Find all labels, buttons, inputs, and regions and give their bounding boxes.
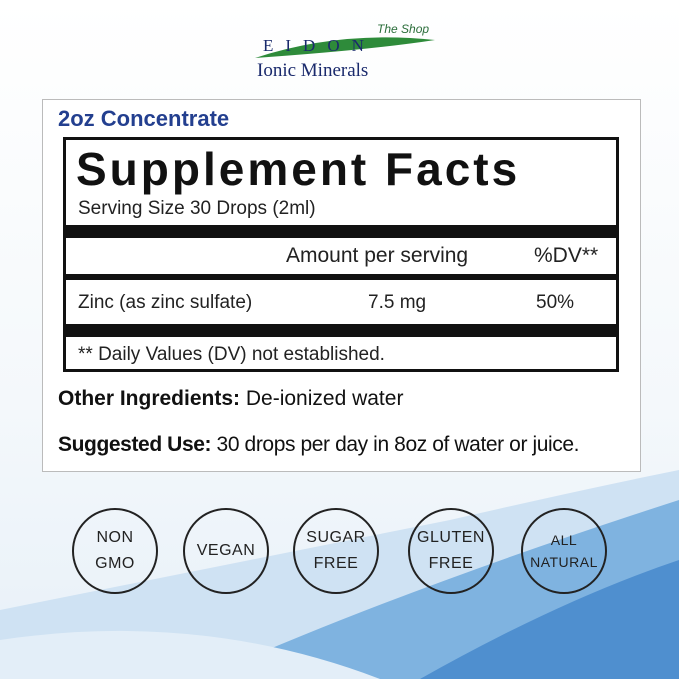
logo-tagline: The Shop	[377, 22, 430, 36]
concentrate-label: 2oz Concentrate	[58, 106, 230, 131]
nutrient-amount: 7.5 mg	[368, 292, 427, 313]
logo-subtitle: Ionic Minerals	[257, 60, 369, 81]
divider	[66, 225, 616, 238]
badge-text: GMO	[95, 555, 135, 572]
badge-gluten-free: GLUTEN FREE	[408, 508, 494, 594]
supplement-facts-panel: Supplement Facts Serving Size 30 Drops (…	[63, 137, 619, 372]
divider	[66, 324, 616, 337]
other-ingredients-label: Other Ingredients:	[58, 387, 241, 410]
badge-text: FREE	[313, 555, 359, 572]
suggested-use-label: Suggested Use:	[58, 433, 212, 456]
badge-text: NON	[96, 529, 134, 546]
badge-text: FREE	[428, 555, 474, 572]
badge-vegan: VEGAN	[183, 508, 269, 594]
serving-size: Serving Size 30 Drops (2ml)	[78, 198, 316, 219]
supplement-label: 2oz Concentrate Supplement Facts Serving…	[42, 99, 641, 472]
facts-title: Supplement Facts	[76, 143, 521, 195]
amount-header: Amount per serving	[286, 244, 469, 267]
footnote: ** Daily Values (DV) not established.	[78, 344, 385, 365]
badge-text: NATURAL	[530, 554, 598, 570]
badge-text: ALL	[550, 532, 578, 548]
logo-letters: EIDON	[263, 36, 376, 55]
nutrient-name: Zinc (as zinc sulfate)	[78, 292, 253, 313]
badge-text: VEGAN	[196, 542, 256, 559]
badge-all-natural: ALL NATURAL	[521, 508, 607, 594]
badge-non-gmo: NON GMO	[72, 508, 158, 594]
badge-text: SUGAR	[306, 529, 366, 546]
other-ingredients: Other Ingredients: De-ionized water	[58, 387, 403, 411]
divider	[66, 274, 616, 280]
nutrient-dv: 50%	[536, 292, 575, 313]
brand-logo: EIDON The Shop Ionic Minerals	[245, 20, 445, 82]
badge-text: GLUTEN	[417, 529, 485, 546]
suggested-use-value: 30 drops per day in 8oz of water or juic…	[211, 433, 580, 456]
badge-sugar-free: SUGAR FREE	[293, 508, 379, 594]
dv-header: %DV**	[534, 244, 599, 267]
suggested-use: Suggested Use: 30 drops per day in 8oz o…	[58, 433, 580, 457]
other-ingredients-value: De-ionized water	[240, 387, 404, 410]
